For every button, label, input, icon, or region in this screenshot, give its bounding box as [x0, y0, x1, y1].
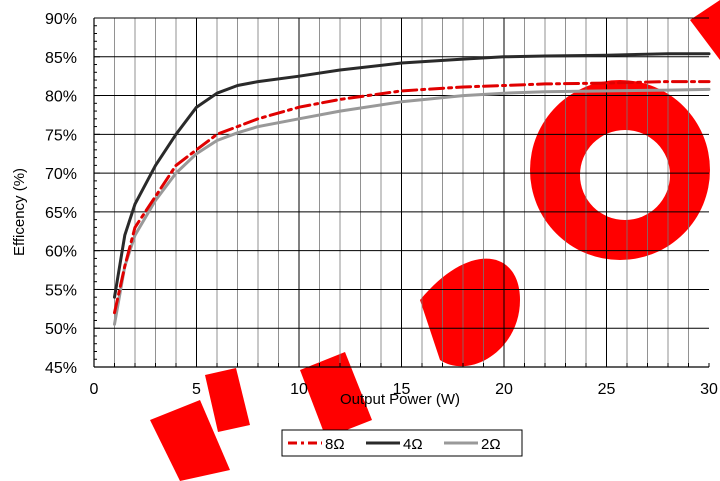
x-tick-label: 5	[192, 381, 201, 398]
watermark-shape	[150, 400, 230, 481]
x-tick-label: 15	[393, 381, 411, 398]
x-tick-label: 25	[598, 381, 616, 398]
y-tick-label: 85%	[45, 50, 77, 67]
y-tick-label: 80%	[45, 89, 77, 106]
x-tick-label: 0	[90, 381, 99, 398]
watermark-shape	[690, 0, 720, 60]
y-tick-label: 75%	[45, 127, 77, 144]
watermark-shape	[205, 368, 250, 432]
y-axis-title: Efficency (%)	[11, 168, 28, 256]
legend-label-2Ω: 2Ω	[481, 436, 501, 453]
y-tick-labels: 45% 50% 55% 60% 65% 70% 75% 80% 85% 90%	[45, 11, 77, 377]
y-tick-label: 70%	[45, 166, 77, 183]
y-tick-label: 65%	[45, 205, 77, 222]
y-tick-label: 90%	[45, 11, 77, 28]
x-tick-label: 20	[495, 381, 513, 398]
series-line-2Ω	[113, 87, 711, 326]
watermark-shape	[580, 130, 670, 220]
y-tick-label: 45%	[45, 360, 77, 377]
grid	[94, 17, 709, 367]
y-tick-label: 60%	[45, 244, 77, 261]
legend-label-4Ω: 4Ω	[403, 436, 423, 453]
y-tick-label: 50%	[45, 321, 77, 338]
legend-label-8Ω: 8Ω	[325, 436, 345, 453]
series-layer	[113, 52, 711, 326]
red-watermark	[150, 0, 720, 481]
x-tick-label: 30	[700, 381, 718, 398]
x-tick-label: 10	[290, 381, 308, 398]
legend: 8Ω 4Ω 2Ω	[281, 429, 523, 457]
y-tick-label: 55%	[45, 282, 77, 299]
series-line-8Ω	[113, 80, 711, 315]
watermark-shape	[300, 352, 372, 438]
plot-frame	[93, 17, 710, 368]
x-axis-title: Output Power (W)	[340, 391, 460, 408]
watermark-shape	[420, 258, 520, 367]
series-line-4Ω	[113, 52, 711, 299]
x-tick-labels: 0 5 10 15 20 25 30	[90, 381, 718, 398]
